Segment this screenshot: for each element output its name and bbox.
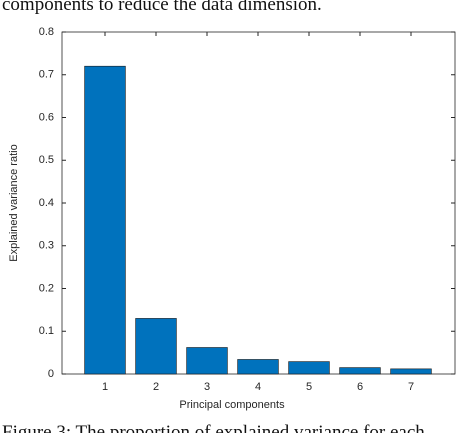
y-tick-label: 0 xyxy=(48,368,54,380)
x-tick-label: 5 xyxy=(306,381,312,393)
y-axis-label: Explained variance ratio xyxy=(8,144,20,261)
y-tick-label: 0.7 xyxy=(39,69,54,81)
y-tick-label: 0.5 xyxy=(39,154,54,166)
y-tick-label: 0.3 xyxy=(39,240,54,252)
x-tick-label: 2 xyxy=(153,381,159,393)
bar xyxy=(288,361,330,375)
x-tick-label: 1 xyxy=(102,381,108,393)
caption: Figure 3: The proportion of explained va… xyxy=(2,422,425,433)
y-tick-label: 0.4 xyxy=(39,197,54,209)
bar xyxy=(84,65,126,375)
x-tick-label: 7 xyxy=(408,381,414,393)
bar xyxy=(135,318,177,375)
bar xyxy=(390,368,432,375)
y-tick-label: 0.2 xyxy=(39,282,54,294)
x-tick-label: 4 xyxy=(255,381,261,393)
x-axis-label: Principal components xyxy=(179,399,285,411)
y-tick-label: 0.1 xyxy=(39,325,54,337)
bar xyxy=(186,347,228,375)
y-tick-label: 0.8 xyxy=(39,26,54,38)
x-tick-label: 3 xyxy=(204,381,210,393)
x-tick-label: 6 xyxy=(357,381,363,393)
y-tick-label: 0.6 xyxy=(39,111,54,123)
text-above: components to reduce the data dimension. xyxy=(2,0,322,15)
bar xyxy=(237,359,279,375)
bar xyxy=(339,367,381,375)
